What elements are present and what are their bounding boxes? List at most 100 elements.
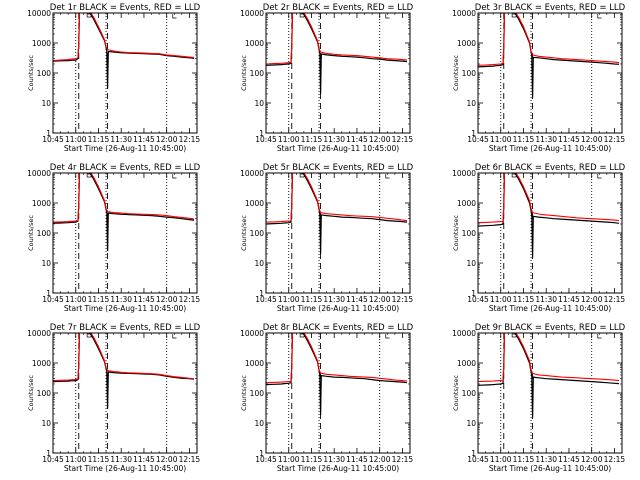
x-tick-label: 12:00: [581, 135, 603, 144]
y-tick-label: 10000: [452, 329, 476, 338]
y-tick-label: 10: [41, 419, 51, 428]
y-tick-label: 1000: [457, 39, 476, 48]
y-axis-label: Counts/sec: [452, 215, 460, 251]
y-tick-label: 1: [259, 289, 264, 298]
x-axis-label: Start Time (26-Aug-11 10:45:00): [277, 304, 399, 313]
chart-title: Det 5r BLACK = Events, RED = LLD: [263, 163, 414, 173]
annotation-box: [299, 173, 305, 178]
x-tick-label: 12:15: [179, 135, 201, 144]
y-axis-label: Counts/sec: [27, 215, 35, 251]
y-tick-label: 100: [250, 389, 265, 398]
y-tick-label: 10: [41, 99, 51, 108]
y-tick-label: 1000: [457, 199, 476, 208]
chart-panel-8: 1 10 100 1000 10000 10:45 11:00 11:15 11:30 11:45…: [240, 323, 414, 473]
series-events-line: [53, 333, 195, 409]
y-tick-label: 10000: [27, 329, 51, 338]
x-tick-label: 11:30: [110, 295, 132, 304]
plot-frame: [52, 12, 198, 134]
y-axis-label: Counts/sec: [27, 55, 35, 91]
annotation-bracket: [172, 14, 177, 19]
y-tick-label: 1000: [245, 199, 264, 208]
series-lld-line: [53, 13, 195, 62]
x-tick-label: 10:45: [42, 455, 64, 464]
annotation-box: [511, 13, 517, 18]
x-tick-label: 11:00: [65, 295, 87, 304]
y-tick-label: 1000: [32, 359, 51, 368]
chart-panel-9: 1 10 100 1000 10000 10:45 11:00 11:15 11:30 11:45…: [452, 323, 626, 473]
y-tick-label: 10: [466, 419, 476, 428]
x-tick-label: 12:15: [392, 295, 414, 304]
x-tick-label: 12:15: [392, 135, 414, 144]
x-tick-label: 11:00: [65, 135, 87, 144]
plot-frame: [265, 172, 411, 294]
y-axis-label: Counts/sec: [240, 215, 248, 251]
x-tick-label: 11:30: [110, 135, 132, 144]
x-tick-label: 12:00: [156, 295, 178, 304]
x-tick-label: 11:30: [323, 295, 345, 304]
series-events-line: [53, 173, 195, 252]
plot-area: [53, 173, 195, 293]
annotation-box: [511, 333, 517, 338]
y-tick-label: 1000: [457, 359, 476, 368]
x-tick-label: 11:15: [513, 295, 535, 304]
y-tick-label: 1: [46, 129, 51, 138]
y-tick-label: 100: [250, 69, 265, 78]
chart-panel-7: 1 10 100 1000 10000 10:45 11:00 11:15 11:30 11:45…: [27, 323, 201, 473]
annotation-bracket: [172, 334, 177, 339]
x-tick-label: 10:45: [255, 295, 277, 304]
chart-panel-6: 1 10 100 1000 10000 10:45 11:00 11:15 11:30 11:45…: [452, 163, 626, 313]
y-tick-label: 10: [41, 259, 51, 268]
plot-frame: [265, 332, 411, 454]
y-tick-label: 100: [37, 389, 52, 398]
x-tick-label: 11:00: [278, 455, 300, 464]
y-tick-label: 1: [46, 449, 51, 458]
annotation-bracket: [597, 174, 602, 179]
y-tick-label: 1: [471, 449, 476, 458]
y-axis-label: Counts/sec: [452, 55, 460, 91]
x-axis-label: Start Time (26-Aug-11 10:45:00): [489, 304, 611, 313]
plot-frame: [52, 172, 198, 294]
y-tick-label: 100: [37, 69, 52, 78]
x-tick-label: 11:15: [301, 295, 323, 304]
x-tick-label: 10:45: [467, 295, 489, 304]
y-tick-label: 10: [466, 99, 476, 108]
y-tick-label: 10000: [240, 169, 264, 178]
series-events-line: [53, 13, 195, 89]
x-tick-label: 11:45: [346, 135, 368, 144]
x-tick-label: 11:00: [278, 135, 300, 144]
y-tick-label: 10000: [452, 9, 476, 18]
series-lld-line: [266, 13, 408, 65]
x-tick-label: 11:45: [346, 455, 368, 464]
x-tick-label: 12:00: [156, 455, 178, 464]
x-axis-label: Start Time (26-Aug-11 10:45:00): [277, 464, 399, 473]
y-tick-label: 1: [46, 289, 51, 298]
x-axis-label: Start Time (26-Aug-11 10:45:00): [489, 464, 611, 473]
x-tick-label: 11:30: [323, 135, 345, 144]
x-tick-label: 12:00: [581, 455, 603, 464]
y-tick-label: 1000: [32, 199, 51, 208]
y-tick-label: 1000: [245, 359, 264, 368]
x-tick-label: 12:15: [179, 455, 201, 464]
x-tick-label: 12:00: [156, 135, 178, 144]
x-tick-label: 12:00: [581, 295, 603, 304]
plot-area: [53, 333, 195, 453]
x-tick-label: 11:15: [301, 455, 323, 464]
x-tick-label: 11:00: [490, 455, 512, 464]
x-tick-label: 11:15: [88, 295, 110, 304]
series-events-line: [478, 13, 620, 98]
x-axis-label: Start Time (26-Aug-11 10:45:00): [64, 304, 186, 313]
chart-title: Det 3r BLACK = Events, RED = LLD: [475, 3, 626, 13]
x-tick-label: 11:15: [301, 135, 323, 144]
series-events-line: [478, 333, 620, 418]
x-tick-label: 11:30: [323, 455, 345, 464]
plot-frame: [477, 12, 623, 134]
x-tick-label: 10:45: [255, 455, 277, 464]
y-tick-label: 10000: [27, 9, 51, 18]
series-lld-line: [53, 173, 195, 223]
y-tick-label: 10: [466, 259, 476, 268]
x-tick-label: 10:45: [467, 455, 489, 464]
x-tick-label: 12:15: [604, 295, 626, 304]
x-tick-label: 10:45: [42, 135, 64, 144]
x-tick-label: 11:45: [133, 135, 155, 144]
annotation-bracket: [597, 334, 602, 339]
